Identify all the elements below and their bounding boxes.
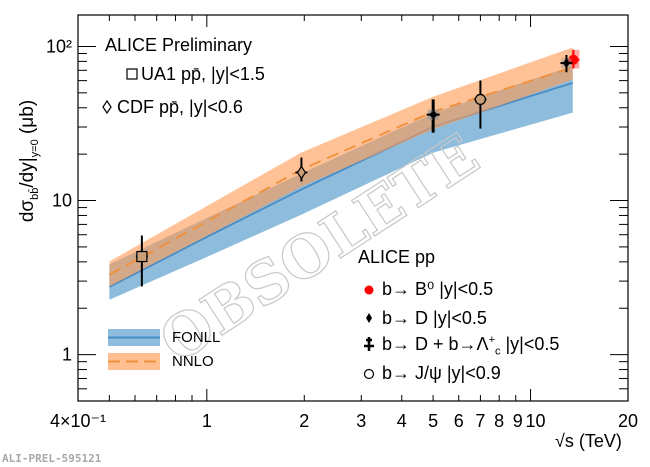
y-axis-title: dσbb̄/dy|y=0 (μb) [17,41,41,281]
legend-marker-open-square [126,68,138,80]
data-point [560,55,573,73]
legend-label-jpsi: b→ J/ψ |y|<0.9 [382,363,501,383]
legend-label-cdf: CDF pp̄, |y|<0.6 [117,97,243,117]
x-tick-label: 20 [618,411,638,431]
y-title-main: dσ [17,199,38,223]
legend-dl-main: b→ D + b→Λ [382,334,489,354]
y-title-unit: (μb) [17,99,38,140]
x-axis-title: √s (TeV) [555,431,622,451]
legend-marker-filled-cross-bar [364,341,374,351]
legend-dl-sub: c [495,345,501,358]
y-title-sub2: y=0 [28,139,41,158]
y-tick-label: 1 [62,345,72,365]
data-points [135,49,580,287]
legend-title-alice-preliminary: ALICE Preliminary [105,35,253,55]
marker-filled-cross [430,111,437,118]
legend-label-nnlo: NNLO [172,353,214,370]
legend-label-d-lambdac: b→ D + b→Λ+c |y|<0.5 [382,334,560,358]
y-tick-label: 10 [52,191,72,211]
x-tick-label: 9 [513,411,523,431]
data-point [427,99,440,133]
band-nnlo [109,47,573,287]
data-point [567,49,580,69]
legend-label-fonll: FONLL [172,329,221,346]
x-tick-label: 2 [299,411,309,431]
legend-marker-open-circle [363,368,375,380]
y-title-sub: bb̄ [28,187,41,200]
legend-dl-sup: + [488,334,495,346]
legend-label-d: b→ D |y|<0.5 [382,308,487,328]
x-tick-label: 3 [356,411,366,431]
data-point [295,157,308,182]
x-tick-label: 5 [428,411,438,431]
legend-marker-filled-diamond [366,313,372,323]
x-tick-label: 6 [454,411,464,431]
legend-label-ua1: UA1 pp̄, |y|<1.5 [141,64,265,84]
legend-marker-open-diamond [102,99,112,115]
x-tick-label: 4×10⁻¹ [50,411,106,431]
y-title-mid: /dy| [17,157,38,188]
x-tick-label: 4 [397,411,407,431]
x-tick-label: 1 [202,411,212,431]
x-tick-label: 7 [475,411,485,431]
marker-open-circle [474,93,487,106]
data-point [474,80,487,129]
band-fonll [109,65,573,300]
x-tick-label: 8 [494,411,504,431]
y-tick-label: 10² [46,36,72,56]
legend-dl-tail: |y|<0.5 [500,334,560,354]
data-point [135,235,148,287]
marker-open-square [136,250,148,263]
marker-open-diamond [296,165,307,180]
marker-filled-diamond [562,58,570,69]
x-tick-label: 10 [526,411,546,431]
legend-title-alice-pp: ALICE pp [358,247,436,267]
preliminary-id: ALI-PREL-595121 [2,452,102,465]
legend-marker-red-circle [364,285,374,295]
legend-label-b0: b→ B⁰ |y|<0.5 [382,279,494,299]
